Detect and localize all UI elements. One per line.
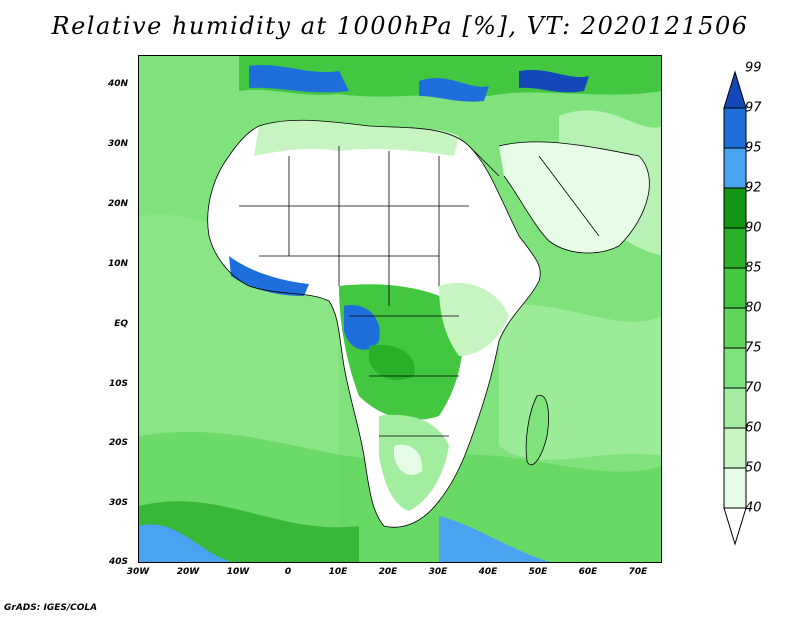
x-tick-label: 30W: [126, 567, 150, 577]
y-tick-label: 20N: [107, 199, 128, 209]
colorbar-segment: [723, 467, 747, 509]
colorbar-tick-label: 50: [745, 460, 762, 476]
colorbar-tick-label: 75: [745, 340, 762, 356]
colorbar-segment: [723, 267, 747, 309]
colorbar-segment: [723, 307, 747, 349]
colorbar-high-triangle: [723, 70, 747, 109]
x-tick-label: 10W: [226, 567, 250, 577]
colorbar-segment: [723, 387, 747, 429]
y-tick-label: 40S: [108, 557, 128, 567]
x-tick-label: 30E: [428, 567, 448, 577]
humidity-map: [139, 56, 661, 562]
colorbar-segment: [723, 427, 747, 469]
colorbar-segment: [723, 107, 747, 149]
x-tick-label: 0: [284, 567, 292, 577]
colorbar: [723, 70, 747, 546]
colorbar-low-triangle: [723, 507, 747, 546]
colorbar-tick-label: 80: [745, 300, 762, 316]
colorbar-tick-label: 99: [745, 60, 762, 76]
y-tick-label: 20S: [108, 438, 128, 448]
colorbar-tick-label: 70: [745, 380, 762, 396]
x-tick-label: 20E: [378, 567, 398, 577]
y-tick-label: 30S: [108, 498, 128, 508]
colorbar-tick-label: 95: [745, 140, 762, 156]
colorbar-tick-label: 92: [745, 180, 762, 196]
y-tick-label: 30N: [107, 139, 128, 149]
x-tick-label: 40E: [478, 567, 498, 577]
footer-credit: GrADS: IGES/COLA: [4, 603, 98, 613]
y-tick-label: 10S: [108, 379, 128, 389]
x-tick-label: 60E: [578, 567, 598, 577]
colorbar-tick-label: 90: [745, 220, 762, 236]
colorbar-segment: [723, 347, 747, 389]
colorbar-segment: [723, 227, 747, 269]
colorbar-tick-label: 97: [745, 100, 762, 116]
x-tick-label: 20W: [176, 567, 200, 577]
colorbar-tick-label: 60: [745, 420, 762, 436]
map-frame: [138, 55, 662, 563]
x-tick-label: 10E: [328, 567, 348, 577]
x-tick-label: 50E: [528, 567, 548, 577]
y-tick-label: 40N: [107, 79, 128, 89]
chart-title: Relative humidity at 1000hPa [%], VT: 20…: [51, 12, 749, 40]
madagascar: [525, 394, 549, 466]
y-tick-label: 10N: [107, 259, 128, 269]
colorbar-segment: [723, 147, 747, 189]
colorbar-tick-label: 85: [745, 260, 762, 276]
colorbar-tick-label: 40: [745, 500, 762, 516]
x-tick-label: 70E: [628, 567, 648, 577]
y-tick-label: EQ: [114, 319, 128, 329]
boundary-lines: [207, 119, 650, 528]
colorbar-segment: [723, 187, 747, 229]
